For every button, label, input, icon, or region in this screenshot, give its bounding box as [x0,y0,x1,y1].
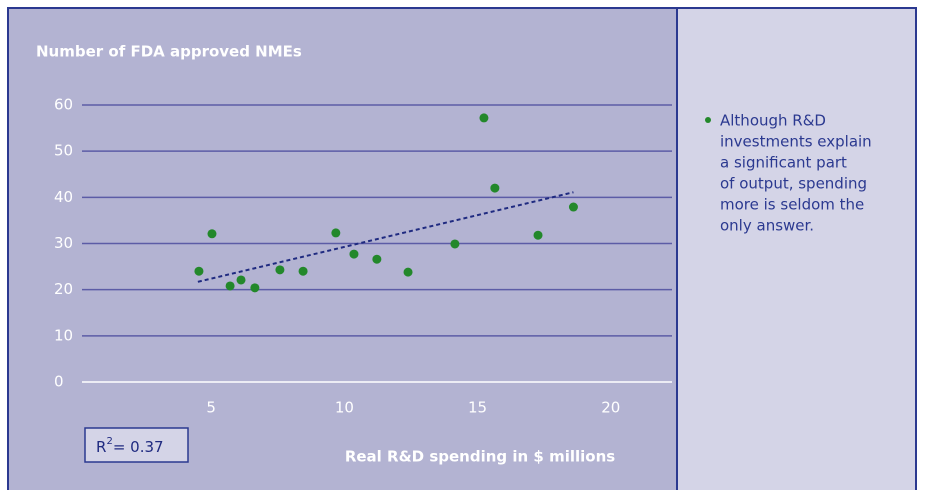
point [298,266,308,276]
x-tick-label: 10 [335,399,354,417]
r2-box [84,427,189,463]
note-line: investments explain [720,133,872,151]
point [372,254,382,264]
point [533,230,543,240]
note-line: Although R&D [720,112,826,130]
note-panel [677,8,916,490]
r2-label: R2= 0.37 [96,436,164,456]
point [490,183,500,193]
y-tick-label: 40 [54,188,73,206]
y-tick-label: 30 [54,234,73,252]
point [236,275,246,285]
note-line: of output, spending [720,175,867,193]
y-tick-label: 10 [54,326,73,344]
y-tick-label: 20 [54,280,73,298]
point [479,113,489,123]
y-tick-label: 60 [54,96,73,114]
point [194,266,204,276]
trendline [197,191,574,283]
point [568,202,578,212]
point [450,239,460,249]
note-line: only answer. [720,217,814,235]
point [225,281,235,291]
point [349,249,359,259]
point [331,228,341,238]
note-line: more is seldom the [720,196,864,214]
x-tick-label: 5 [206,399,216,417]
point [275,265,285,275]
plot-panel [8,8,677,490]
x-tick-label: 20 [601,399,620,417]
bullet [705,117,711,123]
chart-title: Number of FDA approved NMEs [36,43,302,61]
note-line: a significant part [720,154,847,172]
point [207,229,217,239]
y-tick-label: 50 [54,142,73,160]
frame [7,7,917,490]
x-tick-label: 15 [468,399,487,417]
x-axis-label: Real R&D spending in $ millions [345,448,615,466]
point [403,267,413,277]
y-tick-label: 0 [54,373,64,391]
point [250,283,260,293]
